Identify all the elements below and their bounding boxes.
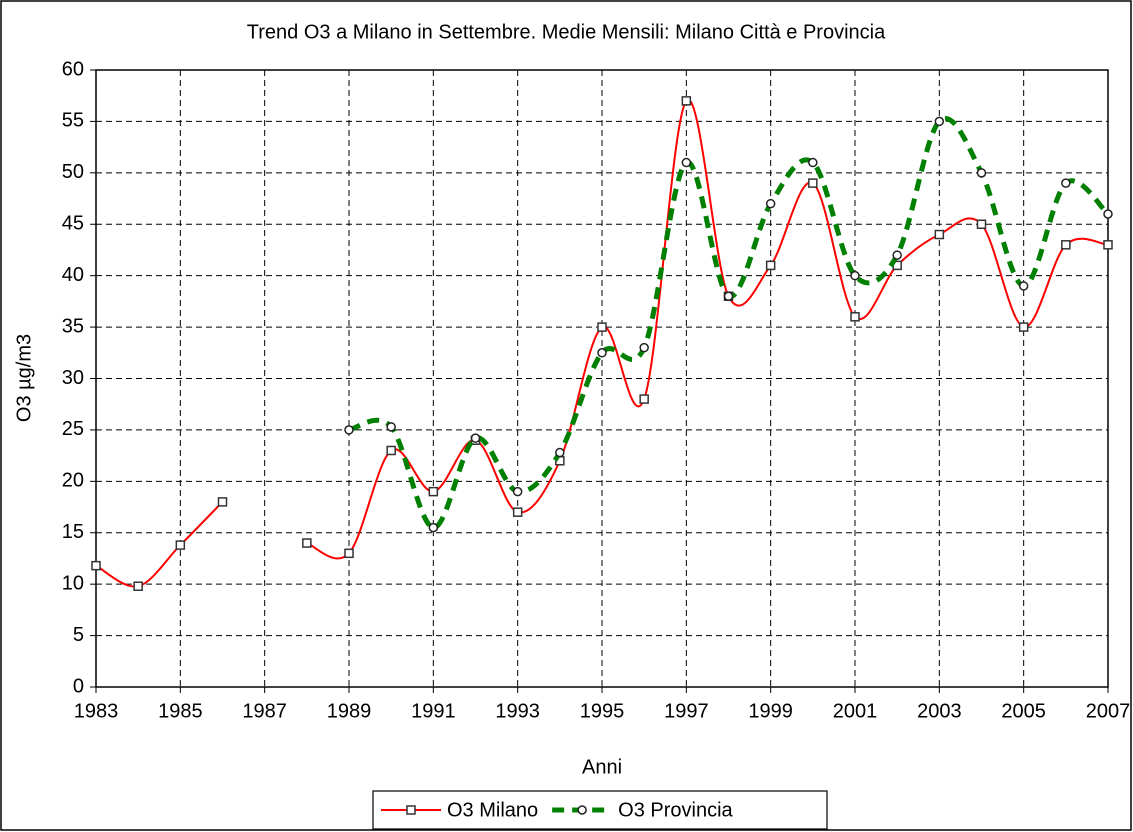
data-point — [976, 219, 987, 229]
data-point — [344, 425, 354, 435]
data-point — [1103, 240, 1113, 250]
x-tick-label: 2003 — [917, 700, 962, 722]
data-point — [386, 445, 396, 456]
y-tick-label: 40 — [62, 264, 84, 286]
data-point — [217, 497, 228, 507]
chart-title: Trend O3 a Milano in Settembre. Medie Me… — [247, 21, 886, 43]
data-point — [892, 250, 902, 260]
y-axis-label: O3 µg/m3 — [13, 334, 35, 422]
data-point — [91, 560, 101, 571]
data-point — [934, 229, 945, 240]
data-point — [512, 486, 523, 497]
data-point — [1061, 240, 1071, 250]
y-tick-label: 60 — [62, 58, 84, 80]
data-point — [175, 540, 186, 550]
x-tick-label: 2007 — [1086, 700, 1131, 722]
x-tick-label: 1995 — [580, 700, 625, 722]
legend-label: O3 Milano — [447, 799, 538, 821]
x-tick-label: 1991 — [411, 700, 456, 722]
y-tick-label: 15 — [62, 521, 84, 543]
data-point — [850, 312, 860, 322]
data-point — [1018, 322, 1029, 332]
y-tick-label: 50 — [62, 161, 84, 183]
y-tick-label: 45 — [62, 213, 84, 235]
data-point — [133, 581, 143, 591]
x-tick-label: 1985 — [158, 700, 203, 722]
data-point — [976, 168, 987, 178]
data-point — [639, 342, 649, 353]
data-point — [555, 447, 565, 458]
data-point — [765, 260, 776, 271]
data-point — [597, 322, 607, 332]
x-tick-label: 1997 — [664, 700, 709, 722]
data-point — [428, 486, 439, 497]
y-tick-label: 30 — [62, 367, 84, 389]
y-tick-label: 20 — [62, 470, 84, 492]
y-tick-label: 5 — [73, 624, 84, 646]
data-point — [512, 507, 523, 517]
x-tick-label: 1989 — [327, 700, 372, 722]
data-point — [1018, 281, 1029, 291]
y-tick-label: 55 — [62, 110, 84, 132]
data-point — [470, 433, 481, 443]
x-tick-label: 1987 — [242, 700, 287, 722]
data-point — [808, 178, 818, 188]
y-tick-label: 25 — [62, 418, 84, 440]
plot-area — [95, 69, 1109, 688]
data-point — [765, 198, 776, 209]
x-tick-label: 2005 — [1001, 700, 1046, 722]
data-point — [386, 422, 396, 432]
data-point — [344, 548, 354, 559]
y-tick-label: 10 — [62, 572, 84, 594]
x-tick-label: 1993 — [495, 700, 540, 722]
x-tick-label: 1983 — [74, 700, 119, 722]
x-tick-label: 2001 — [833, 700, 878, 722]
data-point — [597, 348, 607, 358]
data-point — [808, 157, 818, 168]
data-point — [639, 394, 649, 404]
data-point — [934, 116, 945, 127]
data-point — [723, 291, 734, 301]
x-axis-label: Anni — [582, 756, 622, 778]
data-point — [428, 522, 439, 533]
legend-marker — [406, 805, 416, 815]
data-point — [1103, 209, 1113, 219]
data-point — [681, 96, 692, 106]
data-point — [1061, 178, 1071, 188]
x-tick-label: 1999 — [748, 700, 793, 722]
data-point — [302, 538, 312, 548]
y-tick-label: 0 — [73, 675, 84, 697]
y-tick-label: 35 — [62, 315, 84, 337]
legend-label: O3 Provincia — [618, 799, 733, 821]
legend-marker — [577, 805, 587, 815]
data-point — [850, 270, 860, 281]
data-point — [681, 157, 692, 168]
